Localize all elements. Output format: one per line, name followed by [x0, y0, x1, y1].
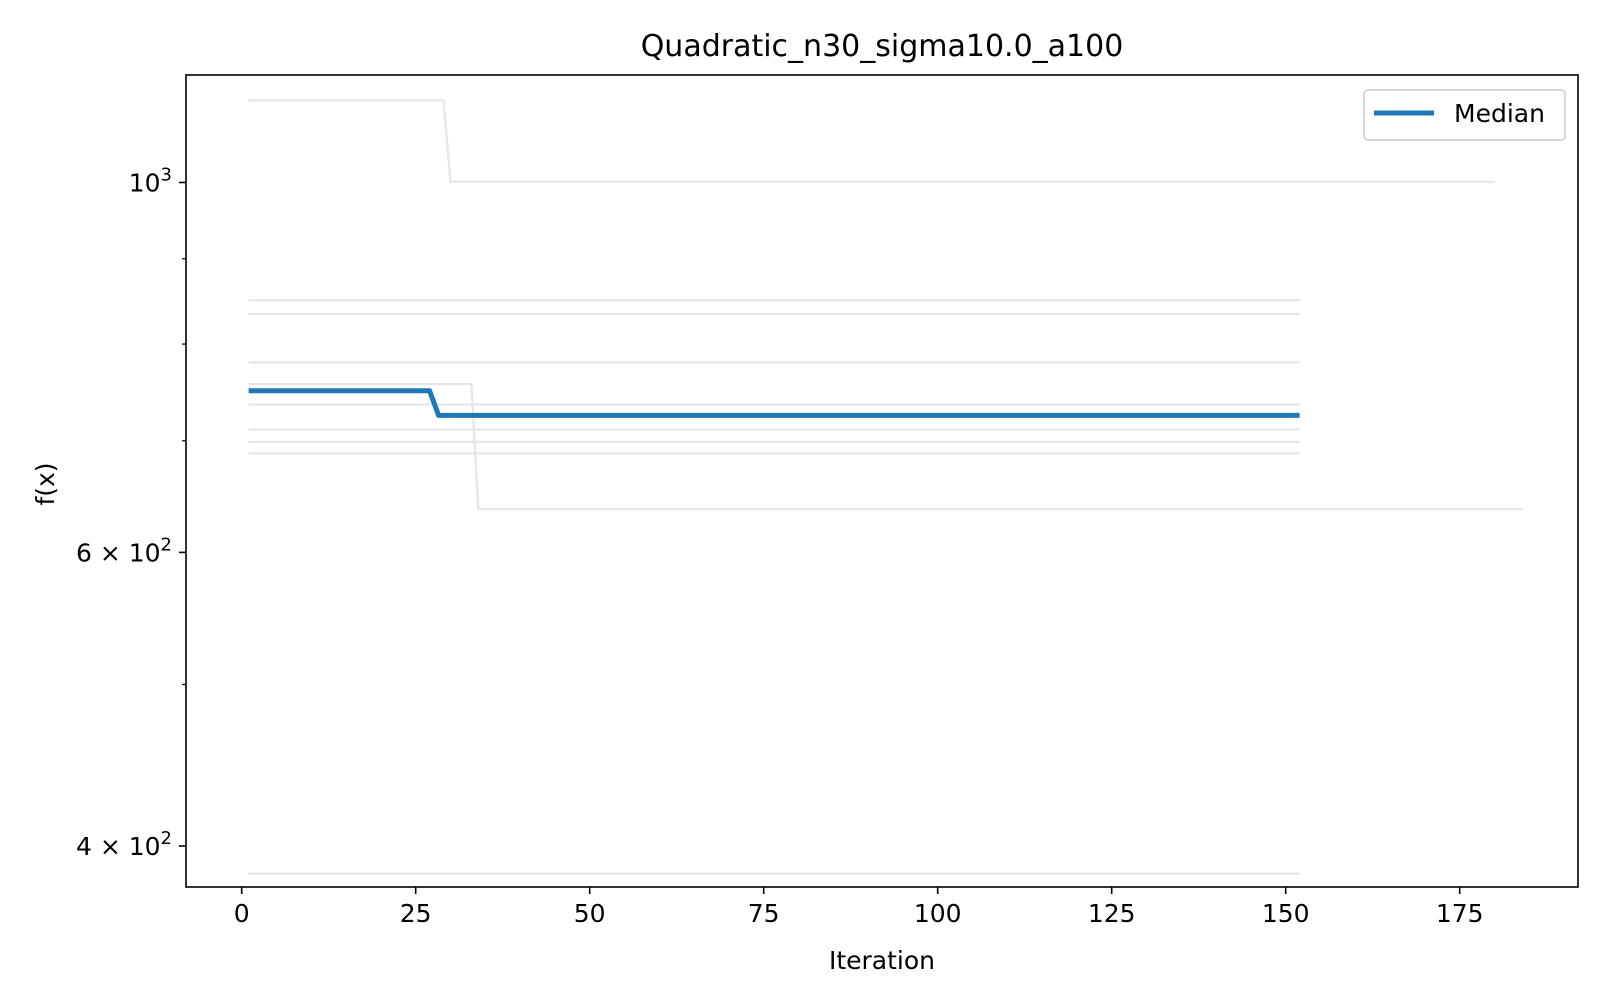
- x-tick-label: 25: [400, 899, 432, 928]
- legend-box: [1363, 89, 1566, 141]
- axes: 0 25 50 75 100 125 150 175 4 × 102 6 × 102 103: [76, 164, 1484, 928]
- x-tick-label: 175: [1436, 899, 1484, 928]
- x-tick-label: 0: [234, 899, 250, 928]
- plot-frame: [185, 74, 1579, 888]
- legend-median-label: Median: [1454, 99, 1545, 128]
- series-run-line-2: [248, 383, 1523, 511]
- y-axis-label: f(x): [31, 462, 60, 505]
- series-run-line-1: [248, 99, 1495, 183]
- x-tick-label: 100: [914, 899, 962, 928]
- x-tick-label: 150: [1262, 899, 1310, 928]
- y-tick-label: 4 × 102: [76, 828, 172, 861]
- chart-title: Quadratic_n30_sigma10.0_a100: [641, 29, 1124, 64]
- plot-area: [248, 99, 1523, 875]
- x-tick-label: 125: [1088, 899, 1136, 928]
- legend: Median: [1363, 89, 1566, 141]
- x-axis-label: Iteration: [829, 946, 935, 975]
- series-median-line: [248, 388, 1300, 418]
- x-tick-label: 75: [748, 899, 780, 928]
- x-tick-label: 50: [574, 899, 606, 928]
- y-tick-label: 6 × 102: [76, 534, 172, 567]
- y-tick-label: 103: [129, 164, 172, 197]
